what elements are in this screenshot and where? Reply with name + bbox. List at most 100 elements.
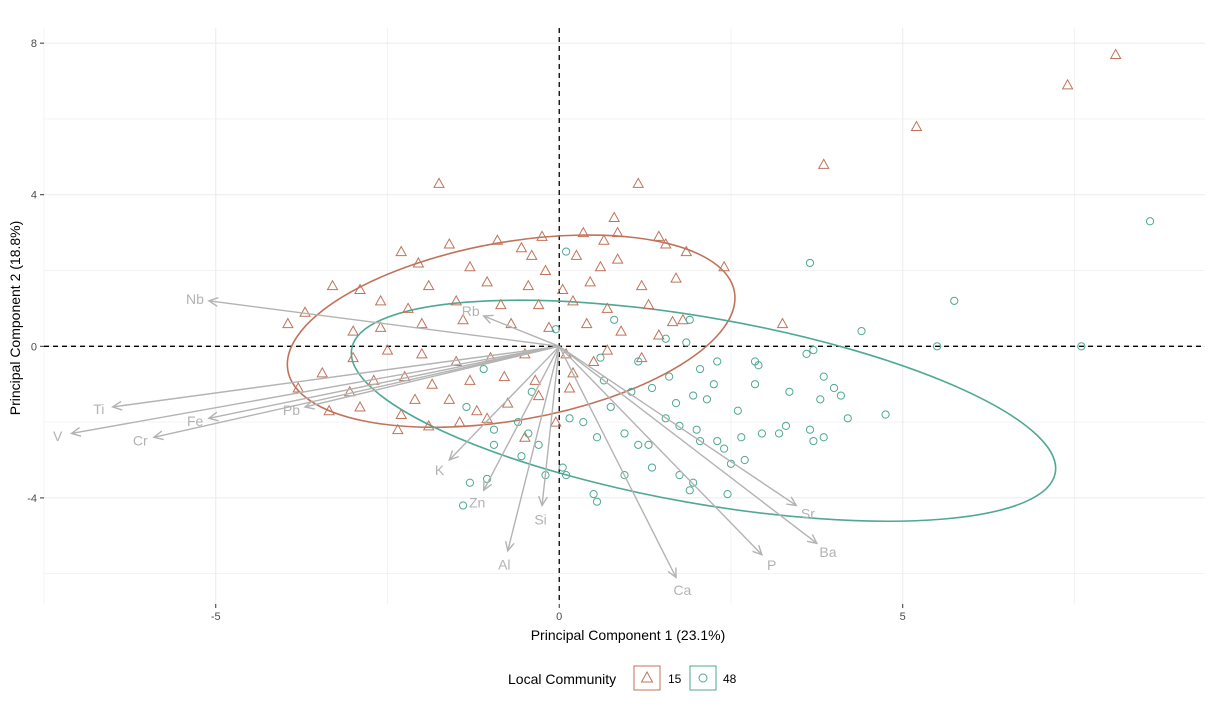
point-48 [809, 436, 818, 446]
point-15 [457, 313, 469, 325]
axis-ticks: -5 0 5 -4 0 4 8 [27, 38, 906, 623]
point-15 [549, 416, 562, 427]
ellipse-48 [350, 299, 1057, 523]
x-tick-label: -5 [211, 611, 221, 623]
point-15 [443, 393, 456, 404]
point-15 [635, 279, 648, 291]
arrow-head-icon [69, 427, 82, 437]
arrow-head-icon [482, 314, 494, 324]
point-15 [570, 249, 583, 260]
point-15 [299, 306, 311, 317]
point-15 [580, 317, 593, 329]
arrow-head-icon [752, 545, 764, 556]
point-48 [610, 315, 619, 324]
legend-label-15: 15 [668, 672, 682, 686]
loading-arrow-p [558, 345, 763, 556]
arrow-head-icon [538, 495, 548, 508]
point-48 [805, 425, 815, 434]
triangle-icon [640, 670, 654, 683]
arrow-head-icon [786, 496, 798, 507]
loading-label-zn: Zn [469, 495, 485, 511]
point-48 [733, 406, 742, 415]
legend-label-48: 48 [723, 672, 737, 686]
point-48 [802, 349, 811, 358]
y-tick-label: 8 [31, 38, 37, 50]
circle-icon [698, 673, 708, 683]
loading-label-p: P [767, 557, 776, 573]
legend-key-15 [633, 665, 661, 691]
point-48 [750, 380, 760, 389]
point-15 [464, 260, 476, 272]
point-15 [611, 226, 624, 238]
x-tick-label: 5 [900, 611, 906, 623]
point-15 [652, 230, 665, 241]
point-15 [670, 272, 682, 283]
point-15 [491, 234, 504, 245]
loading-arrow-al [507, 346, 560, 552]
point-48 [661, 334, 670, 343]
point-15 [426, 378, 438, 389]
point-48 [713, 357, 722, 366]
point-48 [634, 440, 643, 449]
loading-label-k: K [435, 462, 445, 478]
loading-arrow-ba [558, 345, 818, 544]
point-48 [695, 436, 705, 446]
legend-title: Local Community [508, 671, 616, 687]
point-15 [817, 158, 830, 169]
loading-arrows: Nb Rb Ti V Fe Cr Pb K Zn Si Al Ca P Ba Sr [53, 291, 837, 598]
point-48 [695, 364, 705, 374]
arrow-head-icon [667, 567, 677, 579]
point-15 [282, 317, 294, 329]
loading-label-sr: Sr [801, 505, 815, 521]
loading-label-fe: Fe [187, 413, 204, 429]
y-tick-label: 0 [31, 341, 37, 353]
loading-label-v: V [53, 428, 63, 444]
point-15 [532, 298, 545, 310]
point-48 [596, 353, 605, 362]
point-48 [1145, 217, 1155, 226]
point-15 [642, 298, 655, 310]
point-15 [494, 298, 507, 310]
point-15 [577, 226, 590, 238]
point-48 [644, 440, 653, 449]
point-15 [601, 344, 614, 355]
point-15 [563, 381, 576, 393]
point-48 [675, 471, 684, 480]
point-48 [562, 247, 571, 256]
point-15 [615, 325, 627, 336]
point-48 [819, 433, 828, 442]
loading-arrow-ti [112, 345, 560, 408]
point-48 [805, 258, 815, 268]
point-48 [881, 410, 890, 419]
point-15 [632, 177, 645, 188]
point-48 [689, 391, 698, 400]
loading-label-si: Si [534, 511, 546, 527]
point-48 [740, 455, 749, 465]
point-15 [567, 294, 579, 306]
arrow-head-icon [303, 400, 315, 410]
point-15 [1061, 78, 1074, 90]
loading-label-pb: Pb [283, 402, 300, 418]
point-15 [652, 328, 665, 340]
point-15 [532, 389, 545, 401]
loading-label-ti: Ti [93, 401, 104, 417]
point-48 [517, 452, 526, 461]
point-15 [584, 275, 597, 287]
point-48 [829, 383, 839, 393]
point-48 [479, 364, 488, 374]
point-15 [536, 230, 548, 241]
point-15 [601, 302, 614, 313]
point-15 [409, 393, 421, 404]
point-48 [685, 486, 694, 495]
point-48 [592, 497, 602, 506]
point-15 [450, 294, 463, 306]
point-15 [666, 315, 679, 327]
point-15 [415, 317, 428, 329]
point-15 [515, 241, 528, 253]
loading-label-ca: Ca [673, 582, 691, 598]
reference-lines [44, 28, 1205, 604]
point-15 [422, 419, 435, 431]
point-48 [465, 478, 475, 487]
point-15 [539, 264, 552, 276]
point-48 [774, 429, 784, 438]
